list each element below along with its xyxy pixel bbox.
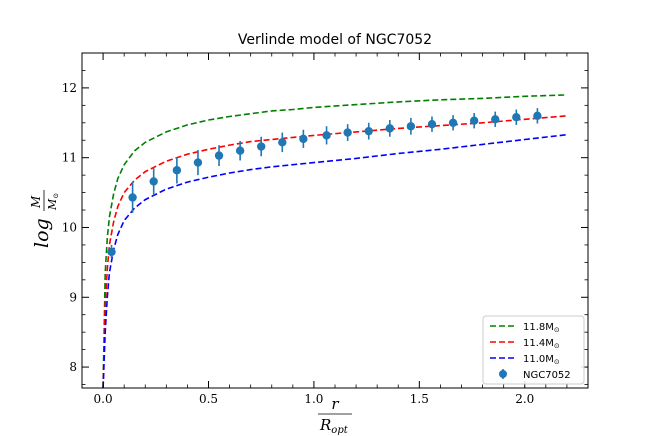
data-point bbox=[128, 193, 137, 202]
legend-label: 11.0M⊙ bbox=[523, 354, 560, 366]
legend: 11.8M⊙11.4M⊙11.0M⊙NGC7052 bbox=[482, 315, 585, 385]
legend-label-text: 11.8M bbox=[523, 322, 554, 333]
data-point bbox=[427, 119, 437, 129]
legend-entry: 11.8M⊙ bbox=[490, 322, 560, 334]
data-point bbox=[512, 113, 521, 122]
data-point bbox=[343, 128, 352, 137]
x-tick-label: 0.5 bbox=[199, 392, 218, 406]
legend-entry: NGC7052 bbox=[499, 369, 571, 381]
plot-frame bbox=[81, 52, 589, 389]
model-curve-line bbox=[102, 94, 567, 388]
data-point bbox=[214, 151, 224, 160]
y-tick-label: 9 bbox=[69, 290, 77, 304]
data-point bbox=[448, 118, 458, 127]
data-point bbox=[533, 111, 542, 121]
legend-label-text: 11.0M bbox=[523, 354, 554, 365]
x-axis: 0.0 0.5 1.0 1.5 2.0 bbox=[94, 53, 568, 406]
legend-label: NGC7052 bbox=[523, 370, 571, 381]
y-axis-label-denominator: M⊙ bbox=[46, 193, 60, 211]
y-axis-label-prefix: log bbox=[31, 218, 53, 248]
data-point bbox=[107, 247, 116, 257]
data-point bbox=[469, 116, 479, 125]
legend-frame bbox=[482, 315, 585, 385]
data-point bbox=[491, 115, 500, 124]
x-tick-label: 0.0 bbox=[94, 392, 113, 406]
data-point bbox=[299, 134, 308, 144]
data-point bbox=[172, 166, 182, 175]
y-tick-label: 12 bbox=[62, 81, 77, 95]
legend-label: 11.8M⊙ bbox=[523, 322, 560, 334]
x-tick-label: 2.0 bbox=[515, 392, 534, 406]
series-model-curve bbox=[102, 94, 567, 388]
data-point bbox=[278, 138, 287, 147]
data-point bbox=[385, 124, 395, 133]
y-tick-label: 10 bbox=[62, 220, 77, 234]
data-point bbox=[364, 126, 373, 136]
x-tick-label: 1.5 bbox=[410, 392, 429, 406]
legend-label-text: NGC7052 bbox=[523, 370, 571, 381]
legend-label-subscript: ⊙ bbox=[554, 342, 560, 350]
legend-label-subscript: ⊙ bbox=[554, 358, 560, 366]
y-axis-label-numerator: M bbox=[29, 195, 43, 209]
y-axis: 8 9 10 11 12 bbox=[62, 70, 588, 385]
plot-area bbox=[102, 94, 567, 388]
legend-entry: 11.0M⊙ bbox=[490, 354, 560, 366]
y-tick-label: 11 bbox=[62, 151, 77, 165]
x-axis-label-denominator: Ropt bbox=[319, 416, 349, 436]
x-axis-label-numerator: r bbox=[331, 395, 339, 413]
y-tick-label: 8 bbox=[69, 360, 77, 374]
x-tick-label: 1.0 bbox=[304, 392, 323, 406]
x-axis-label: r Ropt bbox=[318, 395, 352, 436]
y-axis-label: log M M⊙ bbox=[29, 190, 60, 248]
legend-entry: 11.4M⊙ bbox=[490, 338, 560, 350]
legend-label-text: 11.4M bbox=[523, 338, 554, 349]
data-point bbox=[406, 122, 416, 131]
data-point bbox=[322, 131, 331, 140]
legend-label: 11.4M⊙ bbox=[523, 338, 560, 350]
data-point bbox=[257, 142, 266, 151]
series-observed-data bbox=[107, 108, 542, 259]
data-point bbox=[193, 158, 203, 167]
legend-swatch-marker bbox=[499, 370, 507, 378]
data-point bbox=[235, 146, 245, 155]
legend-label-subscript: ⊙ bbox=[554, 326, 560, 334]
data-point bbox=[149, 177, 158, 186]
chart-title: Verlinde model of NGC7052 bbox=[238, 32, 432, 48]
